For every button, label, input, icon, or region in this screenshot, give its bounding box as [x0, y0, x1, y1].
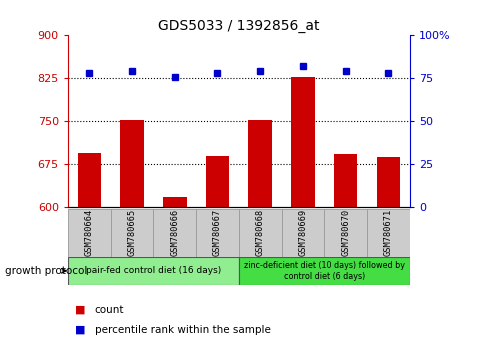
Bar [205, 156, 229, 207]
Bar [238, 209, 281, 257]
Text: zinc-deficient diet (10 days) followed by
control diet (6 days): zinc-deficient diet (10 days) followed b… [243, 261, 404, 280]
Text: GSM780666: GSM780666 [170, 209, 179, 256]
Text: pair-fed control diet (16 days): pair-fed control diet (16 days) [86, 266, 221, 275]
Bar [376, 157, 399, 207]
Text: ■: ■ [75, 305, 86, 315]
Text: GSM780671: GSM780671 [383, 209, 392, 256]
Text: count: count [94, 305, 124, 315]
Bar [163, 197, 186, 207]
Bar [366, 209, 409, 257]
Bar [77, 153, 101, 207]
Bar [238, 257, 409, 285]
Bar [248, 120, 272, 207]
Bar [68, 257, 238, 285]
Bar [333, 154, 357, 207]
Text: GSM780670: GSM780670 [341, 209, 349, 256]
Text: percentile rank within the sample: percentile rank within the sample [94, 325, 270, 335]
Bar [153, 209, 196, 257]
Bar [68, 209, 110, 257]
Text: GSM780667: GSM780667 [212, 209, 222, 256]
Bar [290, 76, 314, 207]
Text: GSM780665: GSM780665 [127, 209, 136, 256]
Text: growth protocol: growth protocol [5, 266, 87, 276]
Text: GSM780669: GSM780669 [298, 209, 307, 256]
Bar [281, 209, 324, 257]
Bar [110, 209, 153, 257]
Title: GDS5033 / 1392856_at: GDS5033 / 1392856_at [158, 19, 319, 33]
Text: GSM780664: GSM780664 [85, 209, 93, 256]
Bar [196, 209, 238, 257]
Text: GSM780668: GSM780668 [255, 209, 264, 256]
Bar [120, 120, 143, 207]
Bar [324, 209, 366, 257]
Text: ■: ■ [75, 325, 86, 335]
